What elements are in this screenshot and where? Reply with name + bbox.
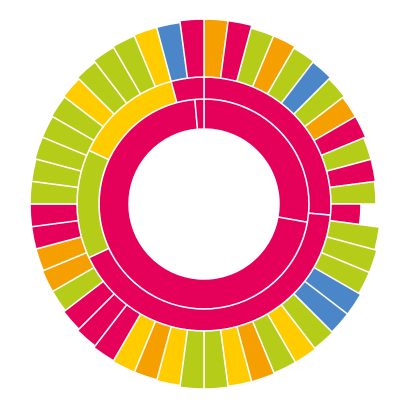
segment	[179, 18, 205, 79]
